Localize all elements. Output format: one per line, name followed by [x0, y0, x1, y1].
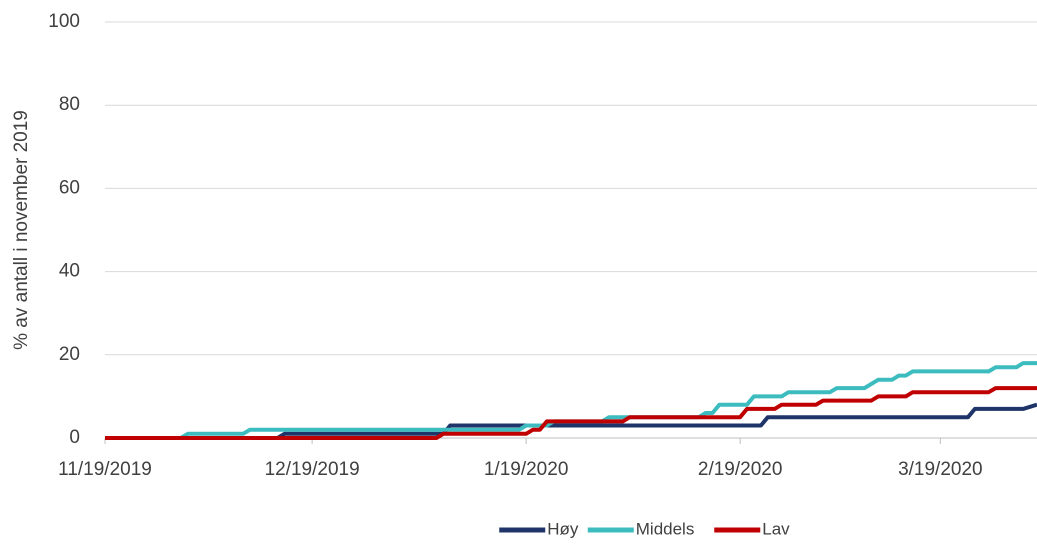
x-tick-label: 1/19/2020	[484, 459, 569, 480]
line-series	[105, 361, 1037, 440]
y-tick-label: 0	[69, 427, 80, 448]
y-tick-label: 100	[48, 11, 80, 32]
legend: Høy Middels Lav	[499, 519, 790, 538]
x-tick-label: 12/19/2019	[265, 459, 360, 480]
legend-label: Lav	[762, 519, 790, 538]
y-tick-label: 20	[59, 344, 80, 365]
line-series	[105, 402, 1037, 440]
x-tick-label: 11/19/2019	[58, 459, 152, 480]
line-series	[105, 386, 1037, 440]
legend-label: Middels	[636, 519, 695, 538]
y-tick-label: 60	[59, 177, 80, 198]
x-tick-label: 2/19/2020	[698, 459, 783, 480]
y-axis-label: % av antall i november 2019	[11, 110, 32, 350]
y-tick-label: 80	[59, 94, 80, 115]
y-tick-label: 40	[59, 261, 80, 282]
legend-label: Høy	[547, 519, 579, 538]
x-tick-label: 3/19/2020	[898, 459, 983, 480]
